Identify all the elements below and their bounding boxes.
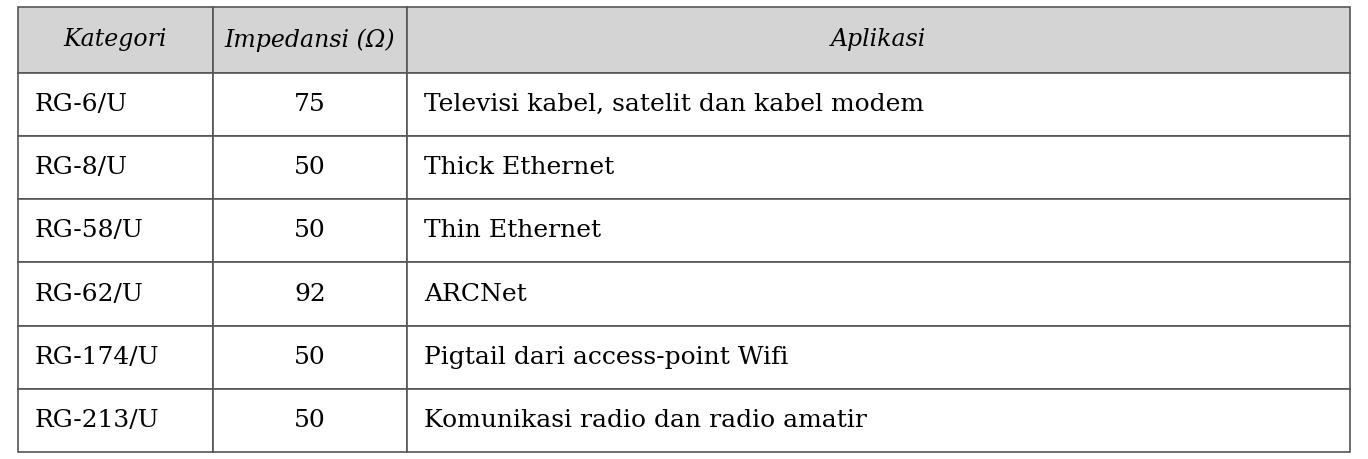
- Text: ARCNet: ARCNet: [424, 283, 527, 306]
- Bar: [18, 199, 212, 263]
- Text: 75: 75: [294, 93, 326, 116]
- Bar: [212, 389, 408, 452]
- Text: Impedansi (Ω): Impedansi (Ω): [224, 28, 395, 51]
- Bar: [408, 263, 1350, 326]
- Text: 50: 50: [294, 219, 326, 242]
- Bar: [212, 326, 408, 389]
- Text: RG-8/U: RG-8/U: [34, 156, 127, 179]
- Bar: [212, 263, 408, 326]
- Bar: [408, 73, 1350, 136]
- Text: 92: 92: [294, 283, 326, 306]
- Bar: [18, 389, 212, 452]
- Text: Thick Ethernet: Thick Ethernet: [424, 156, 614, 179]
- Text: Komunikasi radio dan radio amatir: Komunikasi radio dan radio amatir: [424, 409, 867, 432]
- Bar: [212, 199, 408, 263]
- Bar: [408, 199, 1350, 263]
- Text: Kategori: Kategori: [63, 28, 167, 51]
- Text: RG-6/U: RG-6/U: [34, 93, 127, 116]
- Bar: [18, 73, 212, 136]
- Text: 50: 50: [294, 409, 326, 432]
- Text: RG-213/U: RG-213/U: [34, 409, 159, 432]
- Bar: [212, 136, 408, 199]
- Bar: [408, 136, 1350, 199]
- Text: Televisi kabel, satelit dan kabel modem: Televisi kabel, satelit dan kabel modem: [424, 93, 923, 116]
- Bar: [212, 7, 408, 73]
- Text: RG-174/U: RG-174/U: [34, 346, 159, 369]
- Bar: [18, 326, 212, 389]
- Bar: [18, 136, 212, 199]
- Text: Aplikasi: Aplikasi: [832, 28, 926, 51]
- Bar: [212, 73, 408, 136]
- Text: 50: 50: [294, 346, 326, 369]
- Text: Pigtail dari access-point Wifi: Pigtail dari access-point Wifi: [424, 346, 788, 369]
- Text: Thin Ethernet: Thin Ethernet: [424, 219, 601, 242]
- Bar: [408, 389, 1350, 452]
- Text: 50: 50: [294, 156, 326, 179]
- Bar: [408, 7, 1350, 73]
- Text: RG-62/U: RG-62/U: [34, 283, 144, 306]
- Bar: [18, 263, 212, 326]
- Text: RG-58/U: RG-58/U: [34, 219, 144, 242]
- Bar: [408, 326, 1350, 389]
- Bar: [18, 7, 212, 73]
